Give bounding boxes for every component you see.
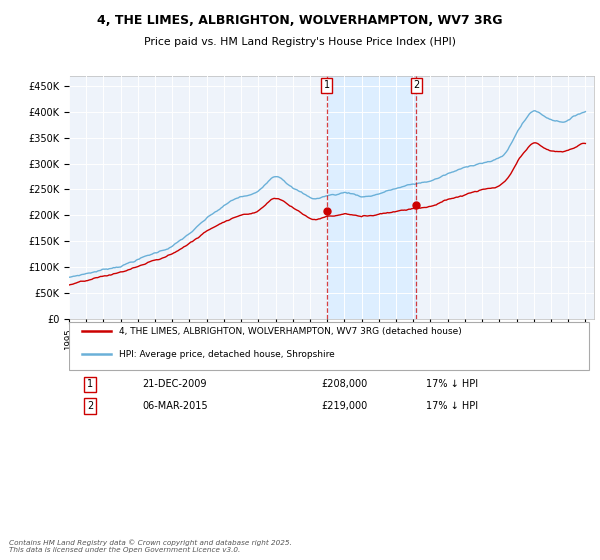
Text: 1: 1 xyxy=(323,80,330,90)
Text: 17% ↓ HPI: 17% ↓ HPI xyxy=(426,379,478,389)
Bar xyxy=(326,76,416,319)
Text: Price paid vs. HM Land Registry's House Price Index (HPI): Price paid vs. HM Land Registry's House … xyxy=(144,37,456,47)
Text: £219,000: £219,000 xyxy=(321,401,367,411)
Text: 4, THE LIMES, ALBRIGHTON, WOLVERHAMPTON, WV7 3RG: 4, THE LIMES, ALBRIGHTON, WOLVERHAMPTON,… xyxy=(97,14,503,27)
Text: 2: 2 xyxy=(87,401,93,411)
Text: 4, THE LIMES, ALBRIGHTON, WOLVERHAMPTON, WV7 3RG (detached house): 4, THE LIMES, ALBRIGHTON, WOLVERHAMPTON,… xyxy=(119,326,461,335)
Text: HPI: Average price, detached house, Shropshire: HPI: Average price, detached house, Shro… xyxy=(119,349,335,358)
Text: 17% ↓ HPI: 17% ↓ HPI xyxy=(426,401,478,411)
Text: £208,000: £208,000 xyxy=(321,379,367,389)
Text: 2: 2 xyxy=(413,80,419,90)
Text: Contains HM Land Registry data © Crown copyright and database right 2025.
This d: Contains HM Land Registry data © Crown c… xyxy=(9,539,292,553)
FancyBboxPatch shape xyxy=(69,322,589,370)
Text: 06-MAR-2015: 06-MAR-2015 xyxy=(143,401,208,411)
Text: 1: 1 xyxy=(87,379,93,389)
Text: 21-DEC-2009: 21-DEC-2009 xyxy=(143,379,207,389)
